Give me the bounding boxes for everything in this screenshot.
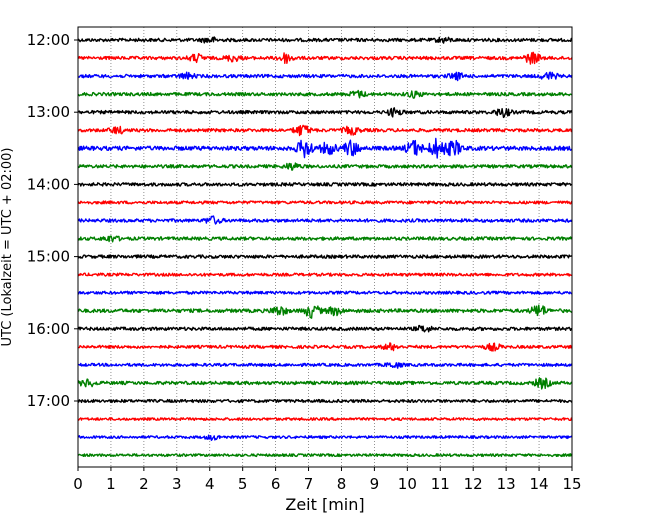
- trace-1645: [78, 377, 573, 390]
- trace-1315: [77, 124, 573, 137]
- x-tick-label: 5: [238, 475, 248, 493]
- x-axis-label: Zeit [min]: [285, 495, 364, 514]
- trace-1430: [77, 215, 573, 225]
- y-axis: 12:00 13:00 14:00 15:00 16:00 17:00: [27, 31, 78, 410]
- x-tick-label: 3: [172, 475, 182, 493]
- trace-1730: [77, 434, 573, 441]
- trace-1600: [77, 324, 573, 333]
- trace-1415: [77, 200, 573, 205]
- grid-lines: [110, 27, 540, 467]
- y-axis-label: UTC (Lokalzeit = UTC + 02:00): [0, 148, 15, 347]
- trace-1630: [77, 362, 573, 369]
- x-tick-label: 9: [370, 475, 380, 493]
- x-tick-label: 12: [464, 475, 483, 493]
- trace-1230: [77, 71, 573, 82]
- trace-1530: [77, 290, 573, 295]
- x-tick-label: 15: [562, 475, 581, 493]
- y-tick-label: 14:00: [27, 175, 70, 193]
- x-axis: 0 1 2 3 4 5 6 7 8 9 10 11 12 13 14 15: [73, 467, 582, 493]
- y-tick-label: 15:00: [27, 248, 70, 266]
- x-tick-label: 6: [271, 475, 281, 493]
- x-tick-label: 11: [431, 475, 450, 493]
- y-tick-label: 13:00: [27, 103, 70, 121]
- trace-1545: [78, 304, 573, 319]
- seismic-traces: [77, 36, 573, 458]
- y-tick-label: 16:00: [27, 320, 70, 338]
- trace-1200: [77, 36, 572, 44]
- trace-1245: [77, 89, 573, 99]
- trace-1400: [77, 182, 573, 187]
- plot-frame: [77, 26, 573, 468]
- x-tick-label: 2: [139, 475, 149, 493]
- trace-1700: [77, 398, 573, 404]
- x-tick-label: 1: [106, 475, 116, 493]
- x-tick-label: 14: [530, 475, 549, 493]
- x-tick-label: 7: [304, 475, 314, 493]
- trace-1500: [77, 254, 573, 259]
- trace-1345: [77, 162, 572, 171]
- x-tick-label: 4: [205, 475, 215, 493]
- trace-1745: [77, 453, 573, 458]
- x-tick-label: 8: [337, 475, 347, 493]
- y-tick-label: 17:00: [27, 392, 70, 410]
- x-tick-label: 0: [73, 475, 83, 493]
- trace-1515: [77, 272, 573, 277]
- trace-1445: [77, 235, 573, 243]
- trace-1715: [77, 417, 573, 421]
- trace-1330: [77, 137, 573, 159]
- y-tick-label: 12:00: [27, 31, 70, 49]
- trace-1615: [77, 342, 573, 352]
- x-tick-label: 13: [497, 475, 516, 493]
- x-tick-label: 10: [398, 475, 417, 493]
- trace-1300: [77, 107, 573, 119]
- trace-1215: [78, 51, 573, 65]
